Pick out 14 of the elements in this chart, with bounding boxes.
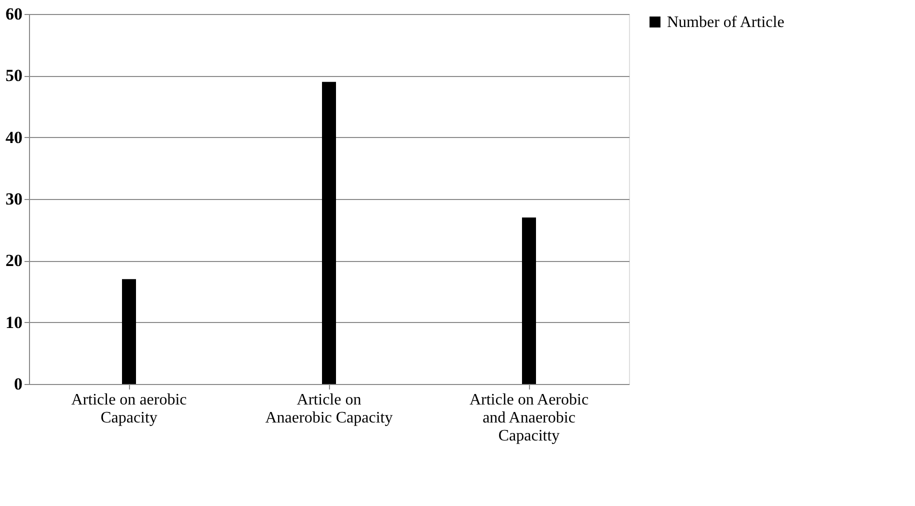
x-tick-label: Article on aerobic Capacity [71, 392, 187, 426]
x-tick-label: Article on Anaerobic Capacity [265, 392, 393, 426]
legend-label: Number of Article [667, 14, 784, 31]
bar [122, 279, 136, 384]
y-tick-label: 50 [6, 66, 22, 86]
y-tick-label: 0 [14, 374, 22, 394]
y-tick-label: 40 [6, 128, 22, 147]
bar [322, 82, 336, 384]
y-tick-label: 30 [6, 190, 22, 208]
bar [522, 218, 536, 384]
y-tick-label: 20 [6, 251, 22, 270]
y-tick-label: 60 [6, 4, 22, 24]
x-tick-label: Article on Aerobic and Anaerobic Capacitty [469, 392, 589, 444]
y-tick-label: 10 [6, 312, 22, 332]
